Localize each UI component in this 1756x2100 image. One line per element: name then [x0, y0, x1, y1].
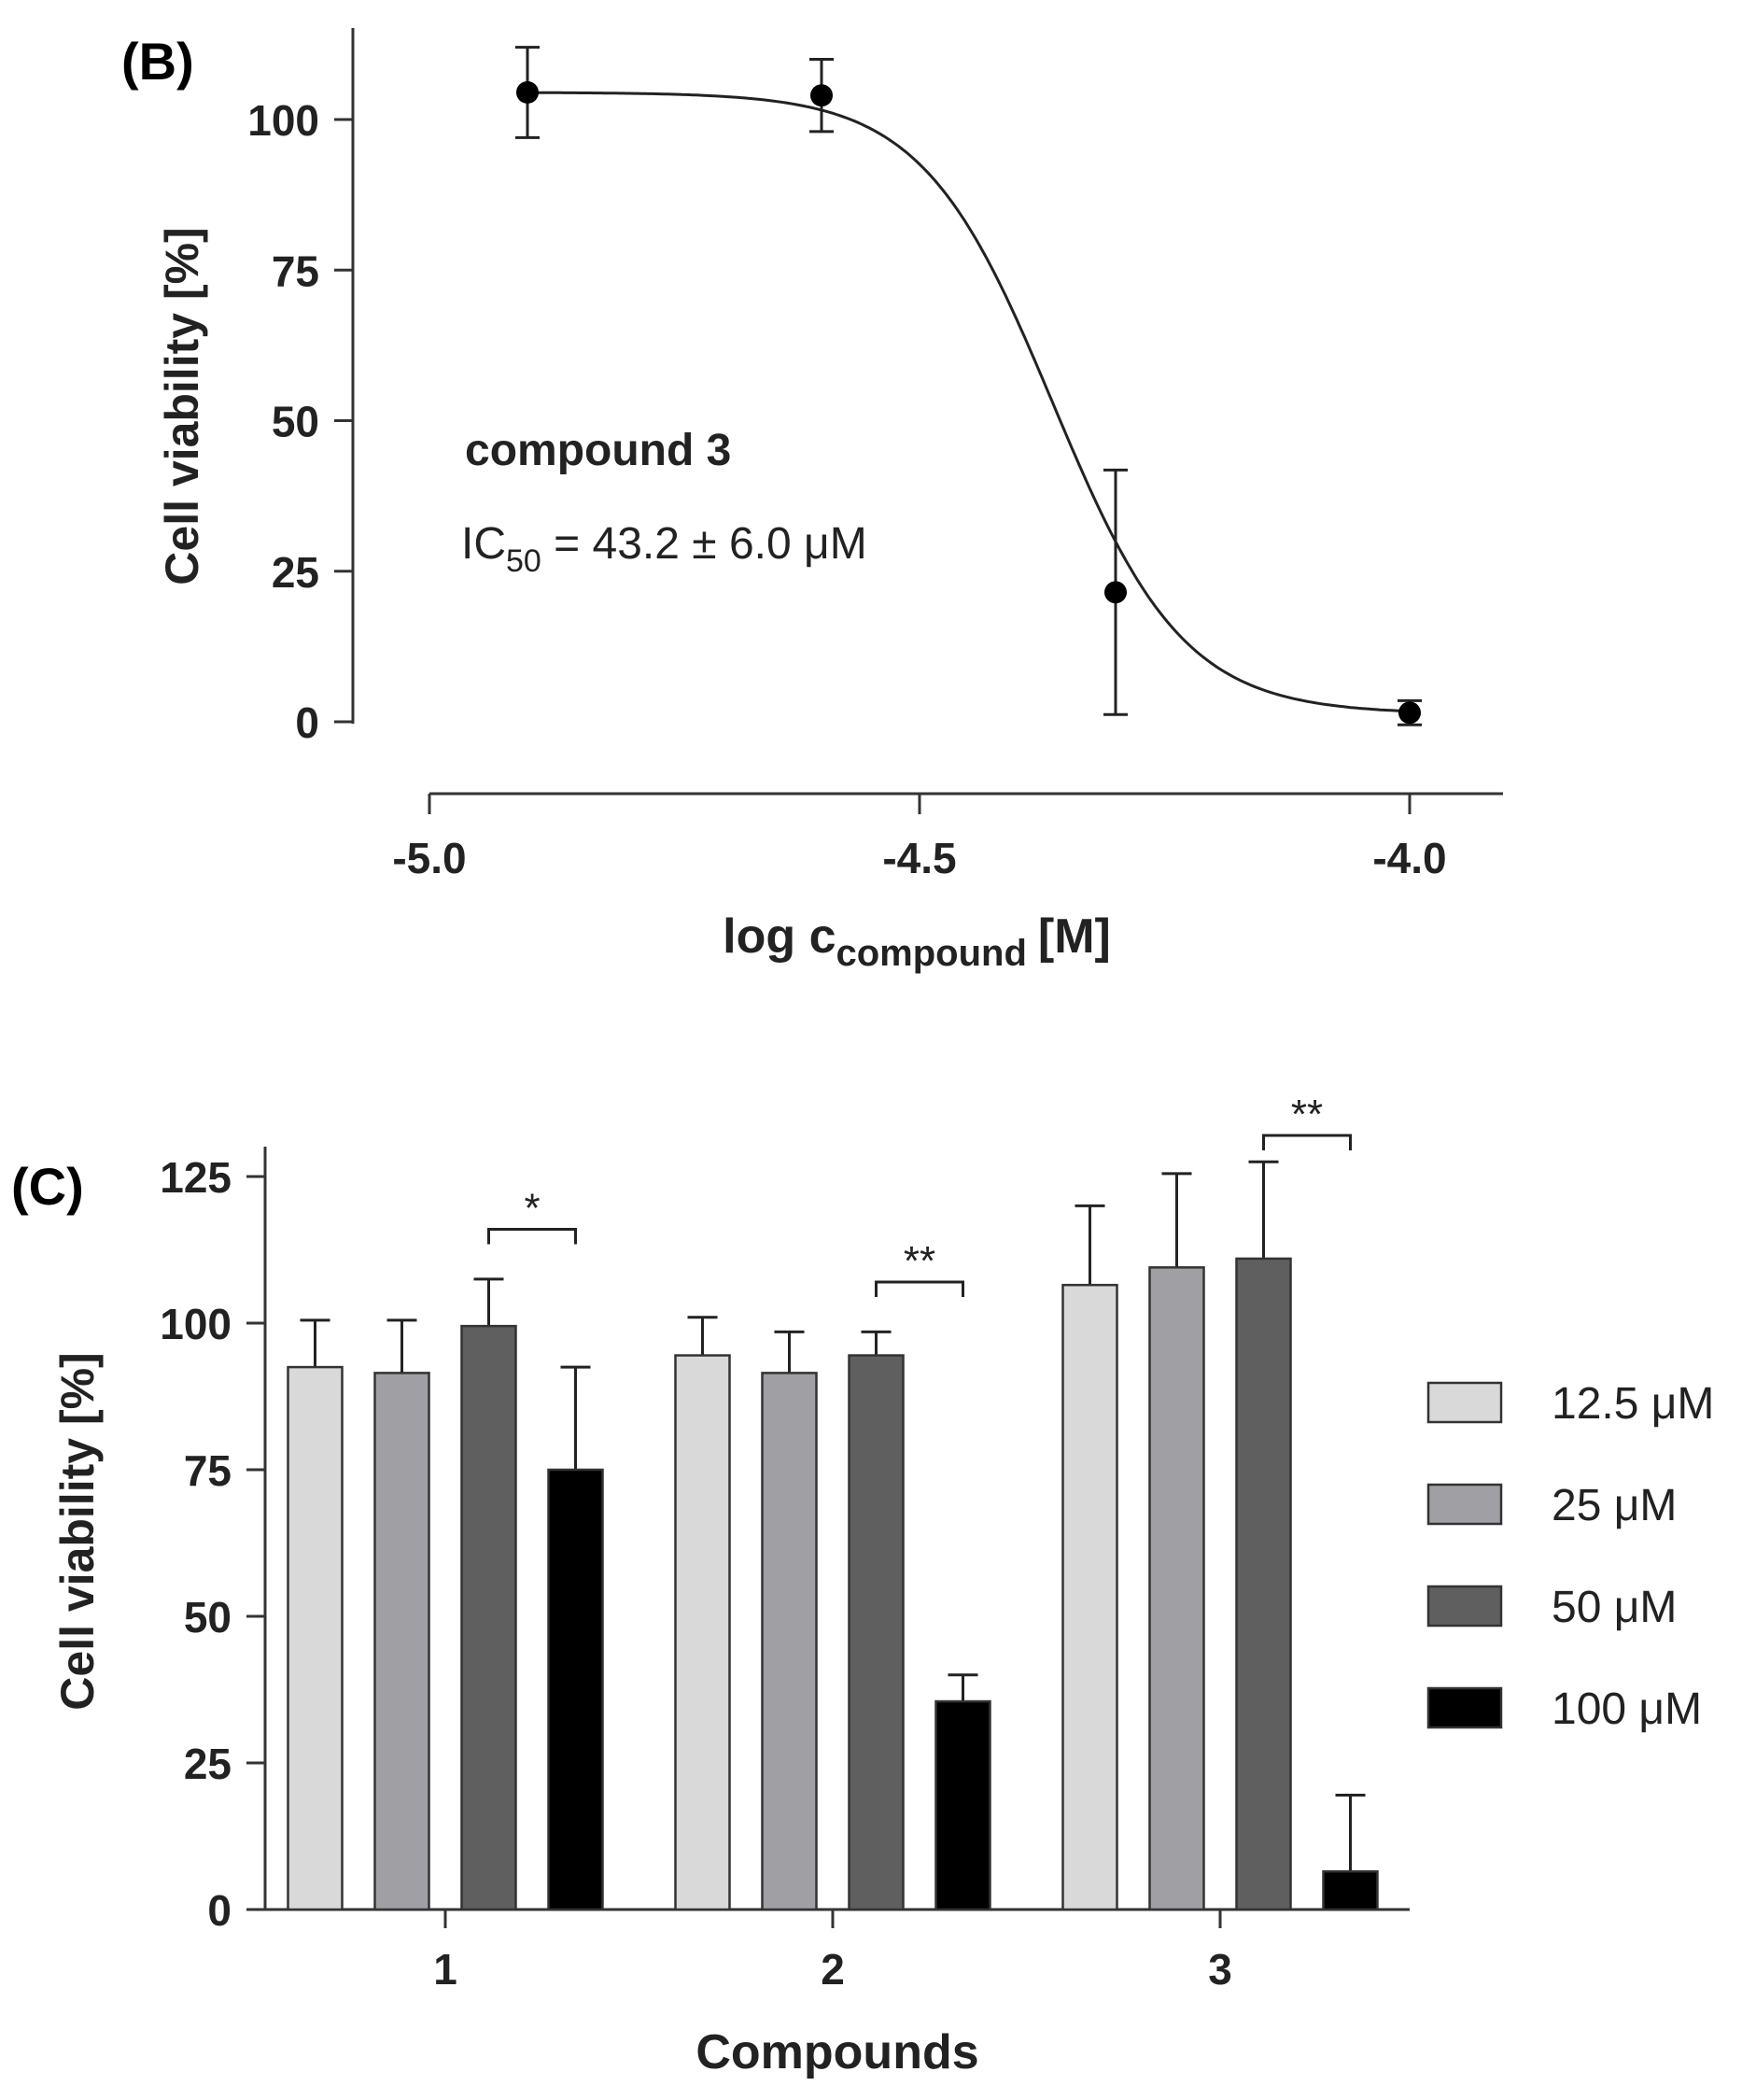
panel-c-legend-label: 12.5 μM — [1552, 1379, 1714, 1429]
panel-c-bar — [373, 1372, 430, 1911]
panel-c-legend-label: 25 μM — [1552, 1481, 1677, 1530]
panel-c-y-tick-label: 50 — [184, 1593, 232, 1642]
panel-b-x-tick-label: -5.0 — [392, 834, 466, 882]
panel-c-significance-label: ** — [1291, 1092, 1323, 1137]
panel-c-legend: 12.5 μM 25 μM 50 μM 100 μM — [1426, 1379, 1714, 1734]
panel-c-y-tick-label: 75 — [184, 1446, 232, 1495]
panel-b-ic50-prefix: IC — [461, 519, 506, 569]
panel-b-y-tick-label: 75 — [272, 247, 319, 295]
panel-b-x-axis-label-main: log c — [723, 909, 836, 964]
panel-c-y-tick-label: 125 — [160, 1153, 232, 1202]
panel-c-legend-swatch — [1426, 1381, 1503, 1424]
panel-c-legend-swatch — [1426, 1585, 1503, 1628]
panel-b-label: (B) — [121, 32, 194, 91]
panel-c-y-axis-label: Cell viability [%] — [51, 1352, 104, 1710]
panel-b-fit-curve — [527, 91, 1411, 713]
panel-c-y-tick-label: 0 — [207, 1886, 232, 1935]
panel-c-bar — [761, 1372, 818, 1911]
panel-c-bar — [1061, 1283, 1118, 1911]
panel-c-bars — [287, 1160, 1379, 1911]
panel-c-significance-bracket — [1262, 1134, 1352, 1151]
panel-c-bar — [1235, 1257, 1292, 1911]
panel-c-legend-label: 100 μM — [1552, 1684, 1702, 1734]
panel-c-significance-label: * — [524, 1186, 540, 1232]
panel-b-data-point — [516, 80, 539, 104]
panel-b-y-tick-label: 100 — [247, 96, 319, 145]
panel-c-bar — [934, 1699, 991, 1911]
panel-c-x-tick-label: 3 — [1208, 1945, 1232, 1994]
panel-c-legend-label: 50 μM — [1552, 1583, 1677, 1632]
panel-b-ic50-subscript: 50 — [506, 543, 541, 579]
panel-c-bar — [1148, 1266, 1205, 1911]
panel-c-legend-swatch — [1426, 1686, 1503, 1729]
panel-c-bar — [848, 1354, 905, 1911]
panel-c-bar — [547, 1468, 604, 1911]
panel-b-ic50-value: = 43.2 ± 6.0 μM — [541, 519, 867, 569]
panel-c-y-ticks: 0 25 50 75 100 125 — [160, 1153, 265, 1935]
panel-b-x-ticks: -5.0 -4.5 -4.0 — [392, 794, 1447, 882]
panel-c-significance-bracket — [487, 1228, 577, 1245]
panel-c-x-tick-label: 1 — [433, 1945, 457, 1994]
panel-c-significance-label: ** — [904, 1238, 935, 1284]
panel-c-bar — [460, 1324, 517, 1911]
panel-b-y-axis-label: Cell viability [%] — [156, 227, 208, 585]
panel-b-y-tick-label: 50 — [272, 398, 319, 446]
panel-b-ic50-text: IC50 = 43.2 ± 6.0 μM — [461, 519, 867, 579]
panel-b-y-ticks: 0 25 50 75 100 — [247, 96, 353, 747]
panel-b-x-axis-label-sub: compound — [836, 933, 1026, 974]
panel-b-dose-response-chart: (B) 0 25 50 75 100 -5.0 -4.5 -4.0 compound 3 I… — [121, 28, 1503, 974]
panel-b-x-tick-label: -4.0 — [1372, 834, 1446, 882]
panel-b-x-axis-label: log ccompound [M] — [723, 909, 1111, 974]
panel-c-x-ticks: 1 2 3 — [433, 1910, 1232, 1994]
panel-c-significance-bracket — [875, 1280, 964, 1298]
panel-c-x-axis-label: Compounds — [695, 2025, 978, 2079]
panel-b-data-point — [1398, 701, 1421, 725]
panel-b-compound-label: compound 3 — [465, 426, 731, 475]
panel-c-bar — [287, 1365, 344, 1911]
panel-b-data-point — [1104, 581, 1127, 604]
panel-b-data-points — [515, 46, 1422, 726]
panel-c-y-tick-label: 100 — [160, 1300, 232, 1348]
panel-c-bar — [1322, 1869, 1379, 1911]
panel-c-significance-brackets: ***** — [487, 1092, 1352, 1298]
panel-c-y-tick-label: 25 — [184, 1740, 232, 1788]
panel-b-y-tick-label: 0 — [295, 698, 319, 747]
panel-b-y-tick-label: 25 — [272, 548, 319, 597]
panel-c-bar — [674, 1354, 731, 1911]
panel-c-label: (C) — [11, 1157, 84, 1216]
panel-b-data-point — [810, 84, 833, 107]
panel-c-x-tick-label: 2 — [821, 1945, 845, 1994]
panel-b-x-axis-label-unit: [M] — [1038, 909, 1111, 964]
panel-b-x-tick-label: -4.5 — [882, 834, 956, 882]
panel-c-legend-swatch — [1426, 1483, 1503, 1526]
